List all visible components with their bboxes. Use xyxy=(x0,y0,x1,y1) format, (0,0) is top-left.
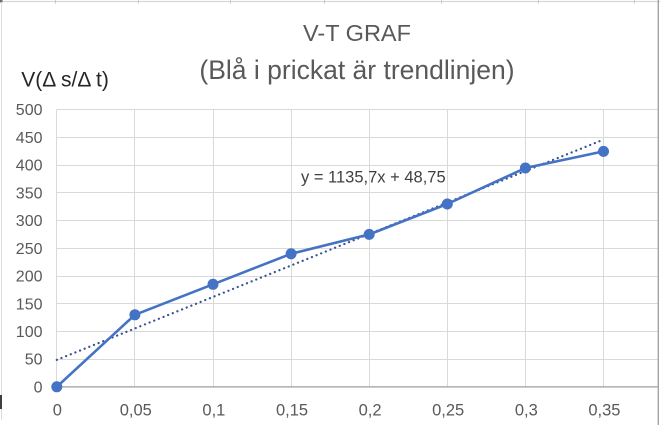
svg-text:0: 0 xyxy=(53,401,62,419)
svg-text:300: 300 xyxy=(16,213,43,230)
svg-text:y = 1135,7x + 48,75: y = 1135,7x + 48,75 xyxy=(301,169,446,187)
svg-text:400: 400 xyxy=(16,158,43,175)
svg-text:0,3: 0,3 xyxy=(515,401,538,419)
svg-text:0,2: 0,2 xyxy=(359,401,382,419)
svg-text:200: 200 xyxy=(16,269,43,286)
svg-text:V-T GRAF: V-T GRAF xyxy=(303,20,411,46)
svg-text:0,05: 0,05 xyxy=(120,401,152,419)
svg-text:0,35: 0,35 xyxy=(588,401,620,419)
svg-text:0,1: 0,1 xyxy=(202,401,225,419)
svg-text:100: 100 xyxy=(16,324,43,341)
svg-text:0: 0 xyxy=(34,379,43,396)
svg-text:350: 350 xyxy=(16,185,43,202)
svg-text:50: 50 xyxy=(25,352,43,369)
svg-text:450: 450 xyxy=(16,130,43,147)
svg-text:V(Δ s/Δ t): V(Δ s/Δ t) xyxy=(21,69,109,92)
svg-text:150: 150 xyxy=(16,296,43,313)
svg-text:0,25: 0,25 xyxy=(432,401,464,419)
svg-text:500: 500 xyxy=(16,102,43,119)
svg-text:(Blå i prickat är trendlinjen): (Blå i prickat är trendlinjen) xyxy=(199,55,514,85)
svg-text:0,15: 0,15 xyxy=(276,401,308,419)
svg-text:250: 250 xyxy=(16,241,43,258)
